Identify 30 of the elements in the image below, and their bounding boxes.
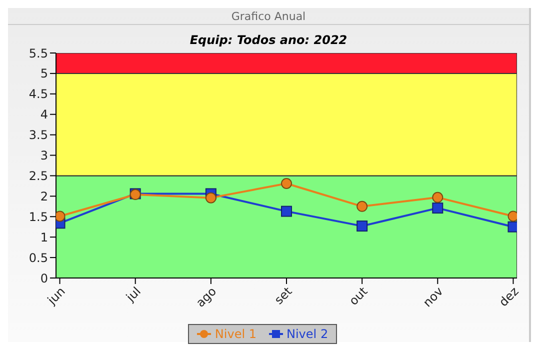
point [356,220,368,232]
point [281,178,292,189]
y-tick-label: 3.5 [28,128,48,142]
x-tick-label: set [272,284,295,308]
x-tick-label: nov [420,284,446,310]
y-tick-label: 1.5 [28,210,48,224]
y-tick-label: 3 [40,148,48,163]
x-tick-label: out [346,284,370,308]
point [432,202,444,214]
y-tick-label: 5.5 [28,46,48,60]
y-tick-label: 4 [40,108,48,122]
point [432,192,444,203]
x-tick-label: jul [122,284,144,305]
x-tick-label: jun [44,284,68,308]
text: Grafico Anual [8,8,529,25]
point [356,200,368,212]
y-tick-label: 0 [40,271,48,286]
point [281,206,292,217]
y-tick-label: 0.5 [28,250,48,265]
y-tick-label: 2 [40,189,48,204]
chart-title: Equip: Todos ano: 2022 [188,33,348,47]
x-tick-label: dez [496,284,522,310]
x-tick-label: ago [193,284,220,310]
point [205,192,216,204]
legend-label: Nivel 2 [286,327,328,341]
y-tick-label: 4.5 [28,87,48,102]
y-tick-label: 5 [40,66,48,81]
y-tick-label: 1 [40,230,48,244]
legend-label: Nivel 1 [214,327,256,341]
y-tick-label: 2.5 [28,168,48,183]
